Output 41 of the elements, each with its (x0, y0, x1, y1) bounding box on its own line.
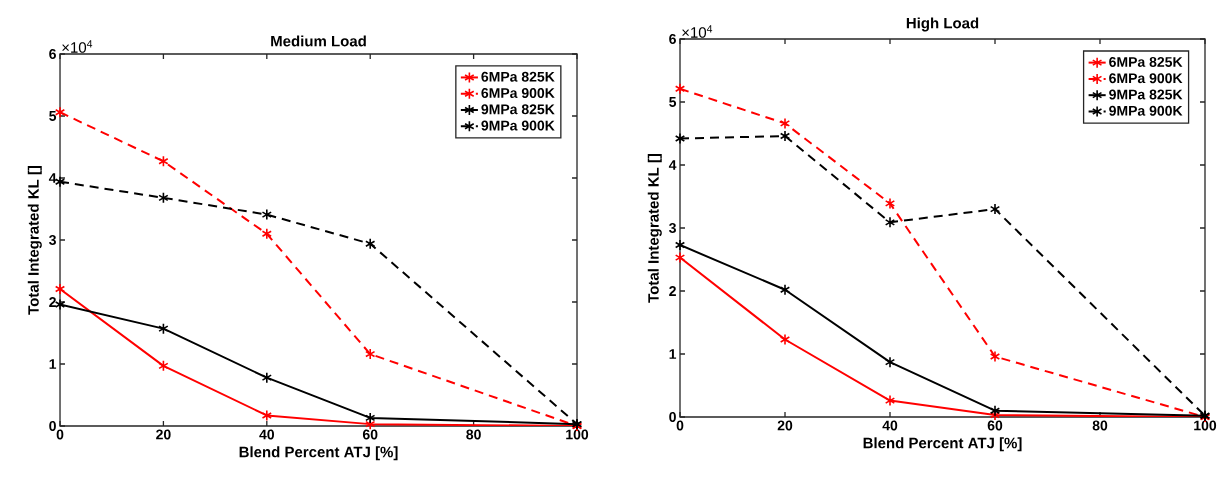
legend-label: 6MPa 900K (481, 88, 555, 98)
legend-label: 9MPa 825K (1109, 89, 1183, 100)
chart-title: High Load (906, 17, 979, 32)
x-tick-label: 0 (676, 420, 684, 431)
y-tick-label: 4 (48, 173, 57, 183)
x-tick-label: 40 (882, 420, 898, 431)
y-tick-label: 4 (668, 160, 677, 170)
y-tick-label: 2 (49, 297, 56, 307)
legend-label: 6MPa 825K (481, 71, 555, 82)
x-tick-label: 20 (156, 429, 171, 440)
chart-title: Medium Load (271, 35, 366, 47)
y-tick-label: 3 (49, 235, 56, 245)
legend-label: 6MPa 825K (1109, 56, 1183, 67)
legend-label: 9MPa 900K (481, 120, 555, 131)
text: ×10$^{4}$ (62, 40, 93, 53)
y-tick-label: 2 (669, 286, 676, 296)
y-tick-label: 5 (669, 97, 677, 107)
y-tick-label: 3 (669, 223, 676, 233)
legend-label: 6MPa 900K (1109, 73, 1183, 84)
x-tick-label: 80 (466, 429, 481, 440)
y-tick-label: 1 (49, 359, 57, 369)
x-tick-label: 60 (362, 429, 378, 440)
y-axis-title: Total Integrated KL [] (647, 153, 662, 303)
y-tick-label: 0 (669, 412, 676, 422)
x-tick-label: 40 (259, 429, 275, 440)
x-tick-label: 100 (566, 429, 589, 440)
x-tick-label: 60 (987, 420, 1003, 431)
y-tick-label: 5 (49, 111, 57, 121)
y-tick-label: 6 (49, 49, 56, 59)
x-tick-label: 20 (777, 420, 793, 431)
y-axis-title: Total Integrated KL [] (27, 165, 42, 315)
x-tick-label: 80 (1092, 420, 1108, 431)
x-axis-title: Blend Percent ATJ [%] (863, 437, 1022, 452)
x-axis-title: Blend Percent ATJ [%] (239, 446, 398, 461)
x-tick-label: 0 (56, 429, 64, 440)
y-tick-label: 1 (669, 349, 677, 359)
x-tick-label: 100 (1194, 420, 1217, 431)
y-tick-label: 6 (669, 34, 676, 44)
legend-label: 9MPa 825K (481, 104, 555, 115)
text: ×10$^{4}$ (682, 25, 713, 38)
legend-label: 9MPa 900K (1109, 105, 1183, 116)
